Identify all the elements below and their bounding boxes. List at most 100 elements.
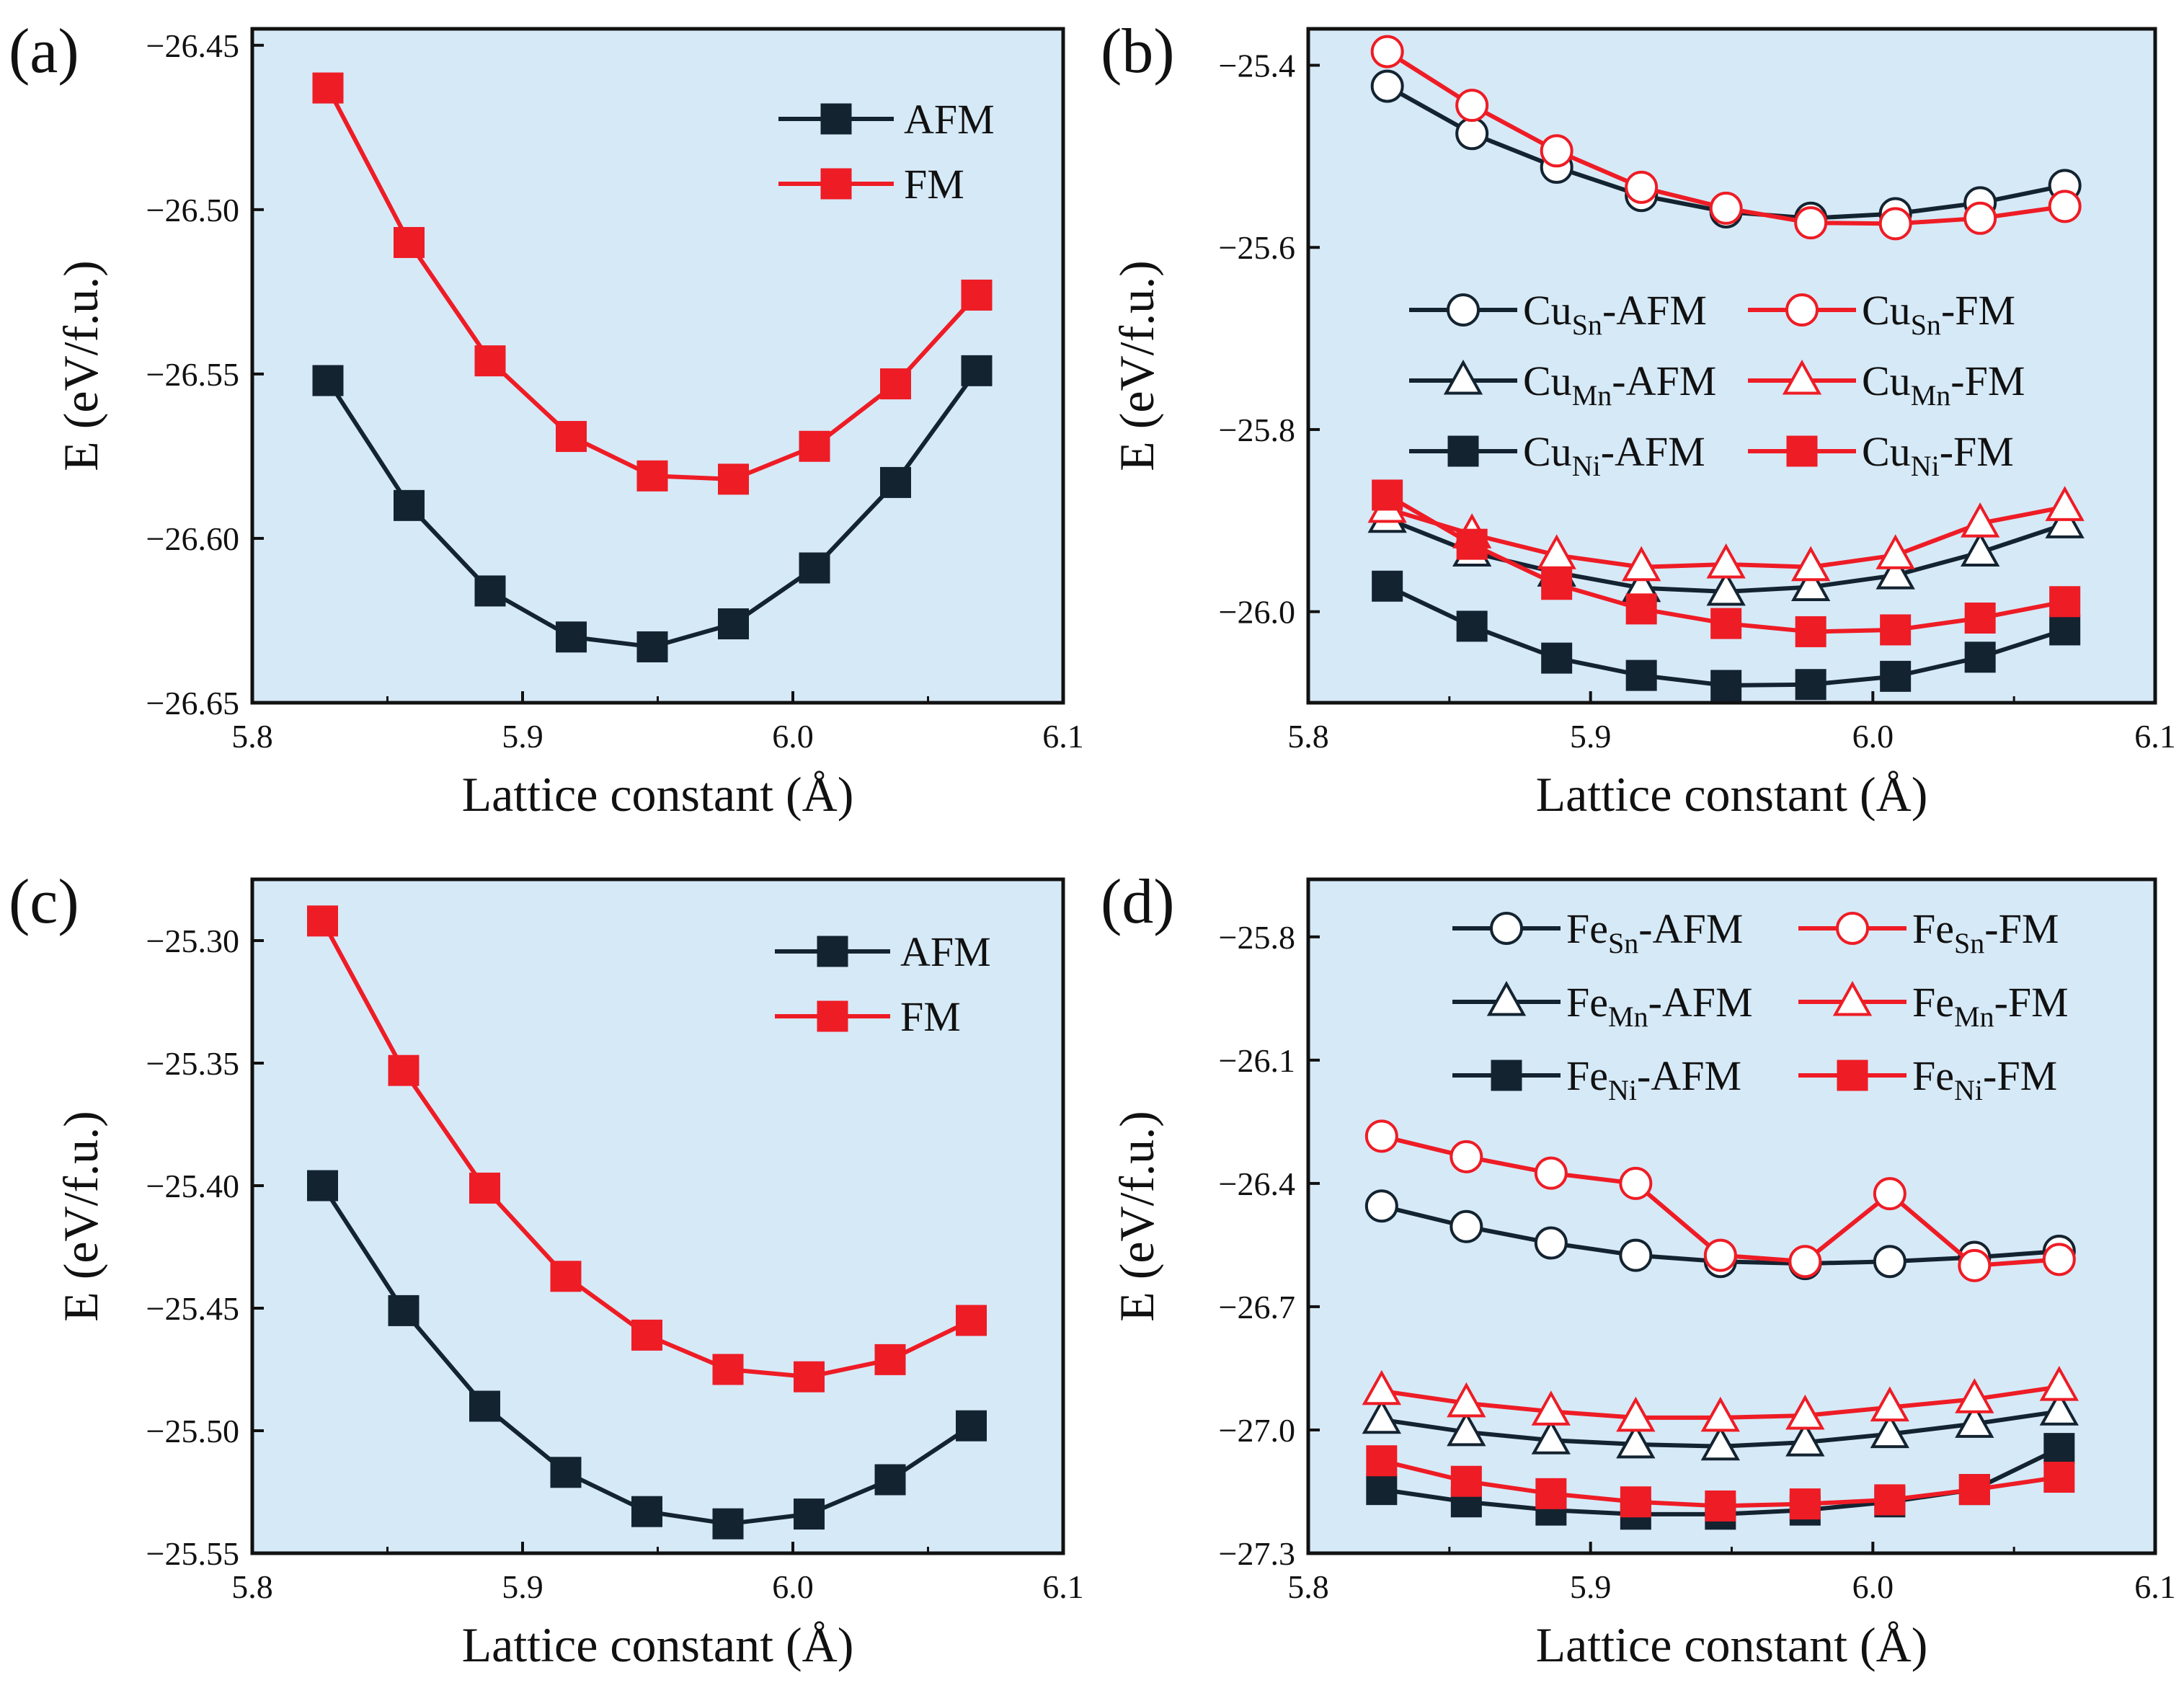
y-tick-label: −27.0 bbox=[1219, 1412, 1295, 1449]
x-tick-label: 5.8 bbox=[231, 1568, 273, 1605]
legend-entry-label: FeNi-AFM bbox=[1566, 1052, 1741, 1106]
data-point bbox=[1616, 1423, 1656, 1459]
data-point bbox=[388, 1294, 420, 1326]
legend-marker bbox=[817, 1000, 848, 1032]
data-point bbox=[1456, 528, 1488, 560]
data-point bbox=[1955, 1378, 1994, 1413]
data-point bbox=[1873, 1245, 1906, 1279]
data-point bbox=[1456, 610, 1488, 642]
data-point bbox=[1706, 543, 1746, 579]
data-point bbox=[1534, 1226, 1568, 1260]
data-point bbox=[312, 72, 344, 104]
data-point bbox=[961, 355, 993, 386]
data-point bbox=[1700, 1425, 1740, 1461]
legend-entry-label: CuMn-FM bbox=[1862, 357, 2025, 412]
legend-marker bbox=[1832, 980, 1873, 1016]
x-axis-title: Lattice constant (Å) bbox=[1536, 767, 1928, 822]
data-point bbox=[469, 1390, 500, 1422]
data-point bbox=[556, 421, 587, 453]
x-tick-label: 6.1 bbox=[2134, 718, 2176, 755]
legend-marker bbox=[1837, 1060, 1868, 1091]
data-point bbox=[1366, 1445, 1398, 1477]
data-point bbox=[307, 1170, 338, 1202]
legend-entry-label: CuNi-AFM bbox=[1523, 428, 1705, 482]
data-point bbox=[2045, 486, 2085, 521]
data-point bbox=[1706, 570, 1746, 606]
data-point bbox=[556, 621, 587, 653]
data-point bbox=[1700, 1396, 1740, 1432]
data-point bbox=[1789, 1488, 1821, 1520]
y-tick-label: −27.3 bbox=[1219, 1535, 1295, 1572]
data-point bbox=[1372, 479, 1403, 511]
y-tick-label: −25.4 bbox=[1219, 48, 1295, 84]
y-tick-label: −25.8 bbox=[1219, 919, 1295, 956]
data-point bbox=[388, 1054, 420, 1086]
x-axis-title: Lattice constant (Å) bbox=[462, 767, 854, 822]
data-point bbox=[1964, 641, 1996, 673]
data-point bbox=[1531, 1390, 1571, 1426]
data-point bbox=[1372, 570, 1403, 602]
legend-entry-label: FeNi-FM bbox=[1912, 1052, 2057, 1106]
data-point bbox=[1788, 1245, 1822, 1279]
x-axis-title: Lattice constant (Å) bbox=[462, 1617, 854, 1672]
data-point bbox=[1541, 642, 1573, 674]
plot-area bbox=[252, 879, 1063, 1553]
data-point bbox=[1785, 1421, 1825, 1457]
data-point bbox=[712, 1354, 744, 1385]
y-tick-label: −26.45 bbox=[146, 27, 239, 64]
legend-entry-label: FM bbox=[900, 993, 961, 1040]
data-point bbox=[794, 1361, 825, 1393]
data-point bbox=[1625, 170, 1659, 204]
plot-frame bbox=[250, 877, 1065, 1555]
data-point bbox=[874, 1464, 906, 1496]
y-axis-title: E (eV/f.u.) bbox=[53, 260, 108, 471]
y-tick-label: −26.1 bbox=[1219, 1042, 1295, 1079]
data-point bbox=[1537, 534, 1576, 569]
data-point bbox=[2049, 586, 2081, 618]
data-point bbox=[1874, 1484, 1906, 1516]
panel-label-d: (d) bbox=[1101, 867, 1175, 937]
legend-marker bbox=[1786, 435, 1818, 467]
data-point bbox=[1362, 1398, 1401, 1434]
data-point bbox=[2043, 1462, 2075, 1493]
data-point bbox=[1955, 1403, 1994, 1438]
data-point bbox=[1447, 1411, 1486, 1447]
data-point bbox=[2048, 190, 2082, 223]
data-point bbox=[1710, 608, 1742, 639]
y-tick-label: −26.7 bbox=[1219, 1289, 1295, 1325]
data-point bbox=[712, 1508, 744, 1540]
data-point bbox=[1370, 35, 1404, 68]
legend-entry-label: CuMn-AFM bbox=[1523, 357, 1716, 412]
data-point bbox=[1794, 206, 1828, 240]
y-tick-label: −25.45 bbox=[146, 1290, 239, 1327]
x-tick-label: 6.0 bbox=[772, 718, 814, 755]
data-point bbox=[961, 279, 993, 311]
data-point bbox=[1535, 1478, 1567, 1509]
plot-area bbox=[1308, 879, 2155, 1553]
x-tick-label: 5.8 bbox=[1287, 1568, 1329, 1605]
data-point bbox=[1619, 1238, 1653, 1272]
x-tick-label: 6.0 bbox=[1852, 1568, 1894, 1605]
x-tick-label: 5.9 bbox=[1570, 1568, 1612, 1605]
data-point bbox=[631, 1496, 662, 1527]
legend-marker bbox=[817, 936, 848, 967]
y-axis-title: E (eV/f.u.) bbox=[53, 1111, 108, 1322]
data-point bbox=[1958, 1474, 1990, 1506]
data-point bbox=[799, 430, 830, 462]
data-point bbox=[636, 460, 668, 492]
data-point bbox=[2039, 1366, 2079, 1401]
chart-d-svg: 5.8 5.9 6.0 6.1 −25.8 −26.1 −26.4 −26.7 −27.0 −27… bbox=[1101, 867, 2176, 1672]
data-point bbox=[474, 575, 506, 607]
data-point bbox=[1534, 1156, 1568, 1190]
panel-a-chart: 5.8 5.9 6.0 6.1 −26.45 −26.50 −26.55 −26.60 −26.… bbox=[0, 0, 1092, 850]
panel-label-a: (a) bbox=[9, 17, 79, 86]
panel-d-chart: 5.8 5.9 6.0 6.1 −25.8 −26.1 −26.4 −26.7 −27.0 −27… bbox=[1092, 850, 2184, 1701]
data-point bbox=[1450, 1209, 1483, 1243]
legend-marker bbox=[1447, 293, 1480, 327]
data-point bbox=[880, 466, 911, 498]
data-point bbox=[2039, 1390, 2079, 1426]
chart-b-svg: 5.8 5.9 6.0 6.1 −25.4 −25.6 −25.8 −26.0 CuSn-AFM… bbox=[1101, 17, 2176, 822]
legend-entry-label: FeSn-AFM bbox=[1566, 905, 1743, 959]
data-point bbox=[1364, 1189, 1398, 1223]
legend-entry-label: AFM bbox=[904, 96, 995, 143]
